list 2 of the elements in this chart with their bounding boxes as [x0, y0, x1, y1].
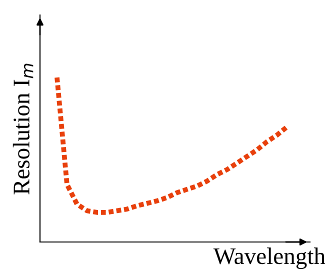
- y-axis-title: Resolution I$_{m}$: [12, 64, 34, 194]
- x-axis-title: Wavelength: [213, 248, 325, 270]
